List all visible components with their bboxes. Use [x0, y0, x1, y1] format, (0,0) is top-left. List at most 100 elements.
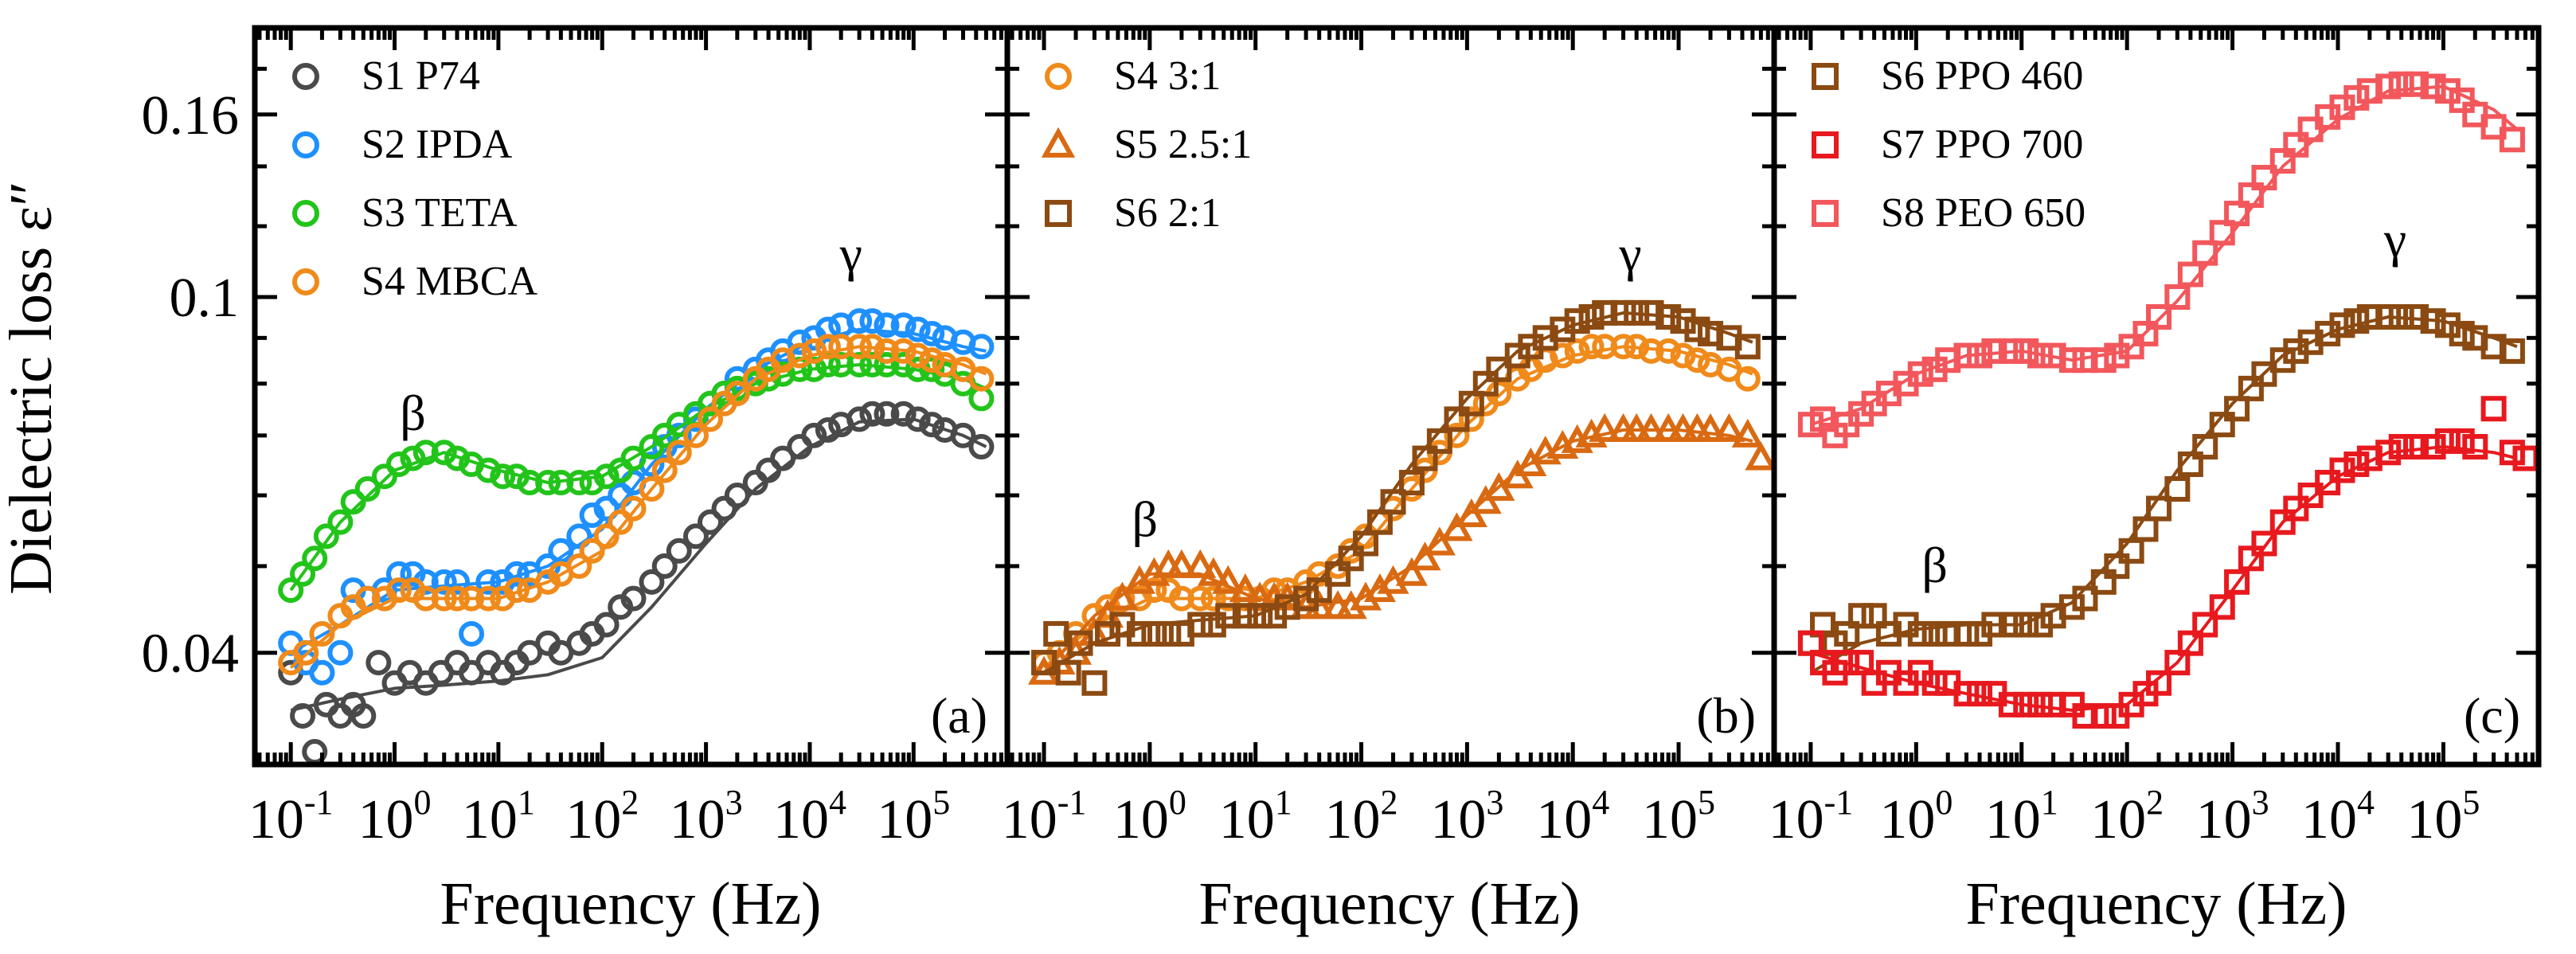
data-point-S6	[1610, 299, 1636, 326]
data-point-S6	[1067, 630, 1093, 656]
data-point-S6	[2251, 361, 2277, 387]
data-point-S7	[2403, 434, 2429, 460]
legend-marker-S2	[292, 131, 319, 158]
x-tick-label: 10-1	[1769, 783, 1854, 850]
data-point-S3	[828, 351, 854, 377]
data-point-S4	[697, 406, 723, 432]
data-point-S4	[1670, 342, 1696, 369]
data-point-S6	[1486, 356, 1512, 382]
legend-label: S3 TETA	[362, 190, 518, 236]
panel-c-x-title: Frequency (Hz)	[1965, 870, 2347, 937]
data-point-S2	[890, 312, 917, 338]
data-point-S6	[1834, 620, 1860, 647]
data-point-S1	[666, 538, 692, 564]
panel-a-marks	[278, 308, 995, 765]
data-point-S6	[1325, 561, 1351, 587]
data-point-S7	[2209, 594, 2235, 620]
panel-c-frame	[1771, 25, 2542, 768]
data-point-S4	[608, 509, 634, 535]
data-point-S7	[2388, 434, 2414, 460]
data-point-S7	[1834, 650, 1860, 676]
data-point-S2	[608, 483, 634, 509]
legend-label: S2 IPDA	[362, 122, 513, 167]
panel-b-annotations: βγ	[1132, 225, 1642, 547]
data-point-S1	[651, 553, 678, 579]
data-point-S3	[313, 523, 339, 549]
data-point-S6	[2146, 495, 2172, 522]
data-point-S4	[1444, 422, 1470, 448]
data-point-S6	[2420, 308, 2446, 334]
data-point-S6	[1055, 659, 1081, 686]
data-point-S1	[968, 434, 995, 460]
data-point-S1	[801, 422, 827, 448]
data-point-S4	[459, 585, 485, 612]
data-point-S1	[905, 406, 931, 432]
legend-label: S5 2.5:1	[1114, 122, 1252, 167]
data-point-S6	[1141, 620, 1167, 647]
panel-b-marks	[1028, 299, 1777, 696]
gamma-relaxation-label: γ	[1618, 225, 1641, 282]
data-point-S5	[1745, 441, 1777, 471]
data-point-S4	[846, 334, 873, 360]
data-point-S4	[905, 342, 931, 369]
data-point-S5	[1589, 412, 1621, 442]
data-point-S3	[815, 351, 841, 377]
data-point-S6	[2449, 320, 2475, 346]
data-point-S6	[2209, 412, 2235, 438]
data-point-S4	[1624, 334, 1650, 360]
data-point-S4	[620, 495, 647, 522]
data-point-S2	[309, 659, 335, 686]
y-tick-label: 0.16	[142, 85, 240, 147]
data-point-S3	[801, 356, 827, 382]
legend-marker-S6	[1812, 63, 1839, 90]
data-point-S6	[2072, 585, 2098, 612]
data-point-S7	[2164, 650, 2191, 676]
data-point-S3	[278, 577, 304, 604]
data-point-S7	[2269, 509, 2296, 535]
data-point-S3	[302, 545, 328, 572]
data-point-S4	[828, 334, 854, 360]
x-tick-label: 105	[2406, 783, 2480, 850]
data-point-S4	[503, 577, 530, 604]
data-point-S4	[724, 381, 750, 407]
x-tick-label: 102	[1325, 783, 1398, 850]
data-point-S6	[1458, 390, 1484, 416]
data-point-S6	[1232, 603, 1258, 629]
legend-marker-S7	[1812, 131, 1839, 158]
data-point-S4	[293, 639, 319, 666]
data-point-S3	[327, 509, 354, 535]
data-point-S1	[770, 445, 796, 471]
data-point-S8	[2192, 240, 2218, 266]
data-point-S6	[2343, 308, 2370, 334]
data-point-S6	[2238, 375, 2264, 401]
data-point-S3	[290, 561, 316, 587]
data-point-S7	[2329, 457, 2355, 483]
data-point-S1	[697, 509, 723, 535]
legend-marker-S3	[292, 200, 319, 227]
data-point-S7	[1998, 691, 2024, 717]
data-point-S5	[1440, 512, 1473, 542]
data-point-S4	[412, 585, 439, 612]
data-point-S6	[1081, 670, 1108, 696]
data-point-S6	[1734, 334, 1761, 360]
data-point-S2	[593, 495, 620, 522]
data-point-S3	[400, 445, 426, 471]
panel-c-legend: S6 PPO 460 S7 PPO 700 S8 PEO 650	[1812, 53, 2085, 236]
data-point-S3	[371, 463, 397, 490]
data-point-S5	[1212, 565, 1245, 594]
data-point-S6	[1472, 370, 1499, 397]
data-point-S7	[2090, 702, 2117, 729]
x-tick-label: 102	[565, 783, 639, 850]
data-point-S1	[620, 585, 647, 612]
gamma-relaxation-label: γ	[2383, 211, 2406, 268]
data-point-S2	[859, 308, 885, 334]
data-point-S2	[444, 569, 471, 595]
data-point-S5	[1455, 498, 1487, 528]
data-point-S4	[431, 585, 457, 612]
x-tick-label: 102	[2090, 783, 2164, 850]
data-point-S2	[919, 320, 945, 346]
data-point-S5	[1409, 542, 1441, 571]
legend-marker-S4	[1045, 63, 1072, 90]
data-point-S6	[1861, 603, 1887, 629]
